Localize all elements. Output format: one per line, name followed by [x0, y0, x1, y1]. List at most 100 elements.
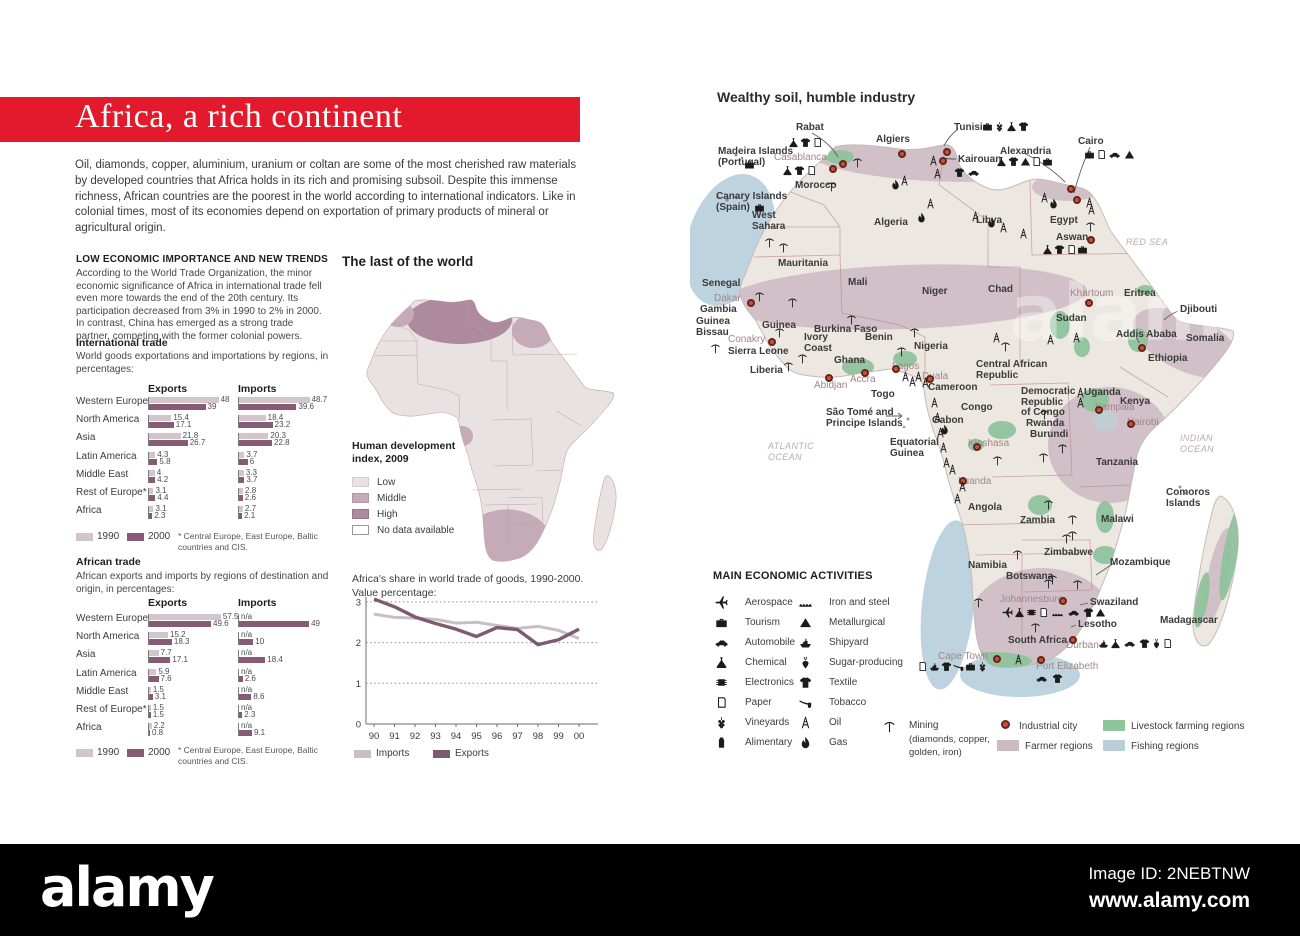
bar-value: 10	[255, 637, 265, 647]
bar-value: 3.1	[155, 504, 167, 514]
metallurgical-icon	[799, 616, 812, 629]
oil-icon	[957, 481, 968, 492]
bar-value: n/a	[241, 612, 253, 621]
bar-value: n/a	[241, 703, 253, 712]
map-activity-icon	[1038, 452, 1049, 463]
map-activity-icon	[970, 211, 981, 222]
bar	[239, 415, 266, 422]
bar-line: 1.5	[149, 704, 164, 712]
bar	[149, 415, 172, 422]
map-label: Algiers	[876, 134, 910, 145]
map-label: Port Elizabeth	[1036, 661, 1099, 672]
bar	[239, 506, 243, 513]
automobile-icon	[715, 636, 728, 649]
map-activity-icon	[920, 377, 931, 388]
industrial-city-dot	[939, 157, 947, 165]
map-activity-icon	[826, 181, 837, 192]
african-trade-title: African trade	[76, 556, 141, 568]
map-activity-icon	[939, 424, 950, 435]
map-legend-title: MAIN ECONOMIC ACTIVITIES	[713, 570, 873, 582]
industrial-city-dot	[839, 160, 847, 168]
map-activity-icon	[1075, 397, 1086, 408]
bar-line: 3.1	[149, 487, 167, 495]
bar-line: 22.8	[239, 439, 290, 447]
electronics-icon	[715, 676, 728, 689]
map-activity-icon	[1096, 149, 1107, 160]
bar-category-label: Latin America	[76, 667, 137, 679]
industrial-city-dot	[1073, 196, 1081, 204]
exports-line-swatch	[433, 750, 450, 758]
map-activity-icon	[1067, 514, 1078, 525]
hdi-swatch-high	[352, 509, 369, 519]
aerospace-icon	[715, 596, 728, 609]
bar	[149, 621, 211, 627]
map-label: ATLANTIC OCEAN	[768, 441, 815, 462]
map-label: Kampala	[1095, 402, 1135, 413]
legend-label-2000: 2000	[148, 531, 171, 542]
bar	[149, 723, 152, 730]
bar-value: 49.6	[213, 619, 229, 628]
svg-text:97: 97	[512, 731, 523, 742]
gas-icon	[799, 736, 812, 749]
map-label: Comoros Islands	[1166, 487, 1210, 509]
map-label: Dakar	[714, 293, 741, 304]
bar-row: Middle East 4 4.2 3.3 3.7	[76, 468, 334, 488]
bar-value: 2.1	[244, 511, 256, 521]
legend-area-label: Farmer regions	[1025, 741, 1093, 752]
map-label: Gambia	[700, 304, 737, 315]
gas-icon	[939, 424, 950, 435]
map-activity-icon	[952, 493, 963, 504]
bar-line: 15.4	[149, 414, 189, 422]
bar	[149, 730, 150, 737]
map-label: Addis Ababa	[1116, 329, 1177, 340]
mining-icon	[1038, 452, 1049, 463]
bar	[149, 705, 151, 711]
map-label: Ghana	[834, 355, 866, 366]
mining-icon	[846, 314, 857, 325]
oil-icon	[1045, 334, 1056, 345]
map-activity-icon	[1042, 156, 1053, 167]
bar	[149, 488, 154, 494]
bar-value: 3.1	[154, 691, 166, 701]
intl-trade-title: International trade	[76, 337, 168, 349]
bar-category-label: North America	[76, 414, 140, 426]
map-label: Ivory Coast	[804, 332, 832, 354]
legend-area-label: Industrial city	[1019, 721, 1078, 732]
legend-item-label: Tobacco	[829, 697, 867, 708]
bar-value: 2.3	[154, 511, 166, 521]
mining-icon	[883, 720, 896, 733]
textile-icon	[1008, 156, 1019, 167]
legend-swatch-2000	[127, 749, 144, 757]
industrial-city-dot	[1059, 597, 1067, 605]
bar-line: 7.6	[149, 674, 172, 682]
map-activity-icon	[812, 137, 823, 148]
chemical-icon	[1042, 244, 1053, 255]
svg-text:2: 2	[356, 638, 361, 649]
industrial-city-dot	[829, 165, 837, 173]
chart-footnote: * Central Europe, East Europe, Baltic co…	[178, 531, 318, 552]
bar-category-label: Africa	[76, 505, 102, 517]
bar-line: 0.8	[149, 729, 163, 737]
legend-item-label: Automobile	[745, 637, 796, 648]
map-activity-icon	[1008, 156, 1019, 167]
industrial-city-dot	[1085, 299, 1093, 307]
bar-line: 18.3	[149, 638, 189, 646]
map-label: Abidjan	[814, 380, 848, 391]
map-activity-icon	[806, 165, 817, 176]
map-label: Zambia	[1020, 515, 1056, 526]
tourism-icon	[1084, 149, 1095, 160]
mining-icon	[1067, 514, 1078, 525]
bar	[239, 469, 244, 476]
chemical-icon	[1006, 121, 1017, 132]
map-activity-icon	[916, 212, 927, 223]
map-activity-icon	[1086, 204, 1097, 215]
textile-icon	[794, 165, 805, 176]
hdi-swatch-nodata	[352, 525, 369, 535]
bar-value: n/a	[241, 684, 253, 694]
map-label: Casablanca	[774, 152, 827, 163]
map-activity-icon	[929, 397, 940, 408]
gas-icon	[986, 217, 997, 228]
paper-icon	[1066, 244, 1077, 255]
bar-row: Latin America 5.9 7.6 n/a 2.6	[76, 667, 334, 687]
mining-icon	[896, 346, 907, 357]
